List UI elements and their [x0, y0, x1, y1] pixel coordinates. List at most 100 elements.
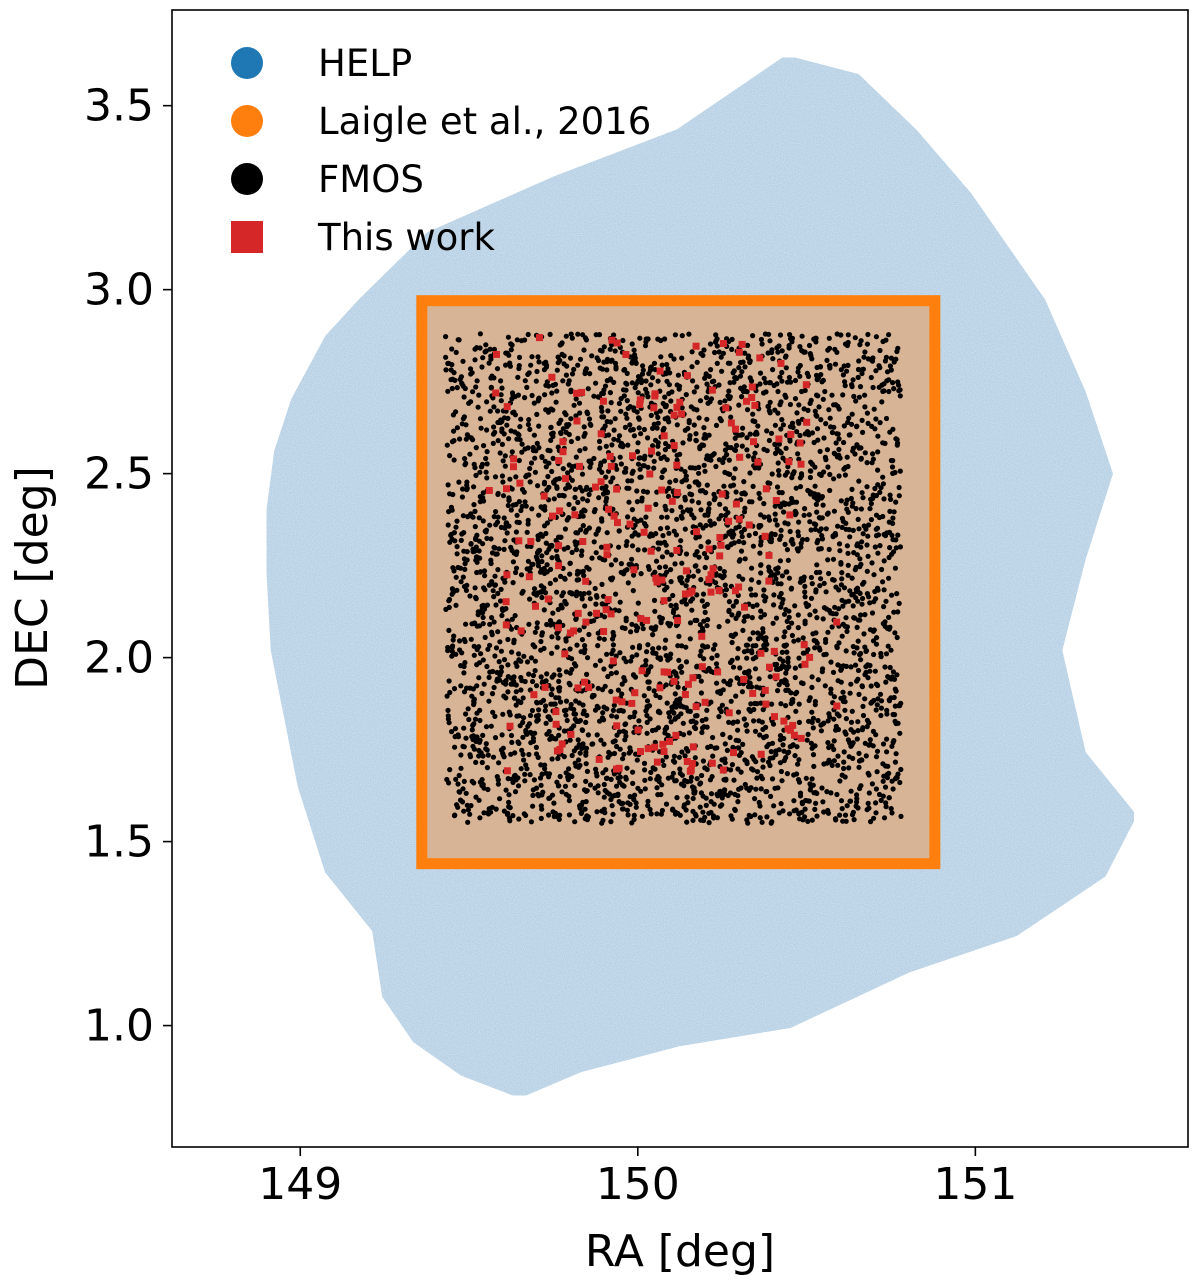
fmos-point: [508, 626, 515, 632]
fmos-point: [461, 725, 467, 731]
this-work-point: [705, 545, 713, 553]
fmos-point: [777, 558, 784, 564]
fmos-point: [673, 670, 679, 676]
fmos-point: [856, 526, 862, 532]
fmos-point: [683, 392, 689, 398]
this-work-point: [648, 447, 655, 455]
fmos-point: [867, 662, 873, 669]
this-work-point: [676, 398, 684, 406]
fmos-point: [870, 728, 877, 735]
fmos-point: [533, 378, 539, 384]
fmos-point: [791, 638, 797, 644]
fmos-point: [788, 586, 794, 592]
fmos-point: [803, 775, 809, 781]
fmos-point: [752, 592, 759, 598]
fmos-point: [622, 625, 628, 632]
fmos-point: [558, 602, 564, 608]
fmos-point: [874, 525, 881, 531]
fmos-point: [673, 477, 679, 484]
fmos-point: [571, 706, 577, 713]
fmos-point: [692, 617, 698, 624]
fmos-point: [611, 702, 617, 708]
fmos-point: [779, 778, 785, 784]
fmos-point: [470, 514, 476, 520]
fmos-point: [879, 382, 885, 388]
fmos-point: [497, 598, 504, 604]
fmos-point: [645, 679, 651, 685]
fmos-point: [534, 625, 540, 631]
fmos-point: [887, 664, 893, 671]
fmos-point: [666, 443, 672, 449]
fmos-point: [859, 370, 865, 377]
this-work-point: [756, 354, 764, 362]
this-work-point: [552, 720, 560, 728]
fmos-point: [584, 409, 590, 415]
fmos-point: [450, 589, 456, 595]
fmos-point: [629, 380, 635, 386]
fmos-point: [786, 624, 792, 631]
fmos-point: [831, 450, 837, 456]
fmos-point: [670, 609, 677, 616]
fmos-point: [683, 659, 690, 665]
fmos-point: [544, 562, 550, 568]
fmos-point: [864, 460, 870, 466]
fmos-point: [761, 735, 767, 741]
fmos-point: [881, 815, 888, 821]
fmos-point: [489, 615, 495, 621]
fmos-point: [524, 659, 531, 665]
fmos-point: [735, 799, 741, 805]
y-tick-label: 3.5: [84, 81, 154, 132]
fmos-point: [447, 689, 453, 696]
fmos-point: [640, 463, 646, 469]
fmos-point: [543, 530, 549, 537]
fmos-point: [789, 475, 795, 481]
this-work-point: [658, 576, 666, 584]
fmos-point: [491, 594, 497, 600]
fmos-point: [465, 514, 471, 520]
fmos-point: [884, 736, 890, 742]
fmos-point: [618, 408, 624, 414]
this-work-point: [748, 383, 756, 391]
fmos-point: [513, 569, 519, 576]
fmos-point: [775, 460, 781, 466]
fmos-point: [556, 678, 562, 685]
fmos-point: [452, 377, 458, 383]
fmos-point: [495, 408, 501, 414]
fmos-point: [659, 554, 666, 560]
fmos-point: [826, 335, 832, 341]
fmos-point: [445, 648, 451, 654]
this-work-point: [777, 359, 785, 367]
fmos-point: [789, 632, 796, 639]
this-work-point: [571, 511, 579, 519]
fmos-point: [579, 471, 586, 477]
fmos-point: [565, 470, 571, 476]
fmos-point: [509, 547, 515, 554]
fmos-point: [488, 809, 494, 815]
fmos-point: [824, 357, 830, 363]
fmos-point: [692, 563, 698, 569]
fmos-point: [569, 467, 575, 473]
fmos-point: [530, 731, 536, 737]
fmos-point: [576, 627, 583, 633]
fmos-point: [772, 517, 779, 523]
fmos-point: [711, 801, 717, 807]
fmos-point: [846, 754, 852, 760]
fmos-point: [747, 470, 753, 476]
this-work-point: [517, 627, 525, 635]
fmos-point: [662, 539, 668, 546]
fmos-point: [693, 535, 699, 541]
fmos-point: [737, 665, 743, 671]
fmos-point: [886, 614, 892, 621]
fmos-point: [600, 817, 606, 823]
fmos-point: [581, 573, 587, 579]
fmos-point: [557, 773, 563, 780]
fmos-point: [776, 441, 783, 447]
fmos-point: [506, 792, 512, 798]
fmos-point: [495, 491, 501, 497]
fmos-point: [500, 493, 507, 499]
fmos-point: [806, 798, 812, 804]
fmos-point: [666, 391, 672, 397]
fmos-point: [551, 479, 557, 485]
fmos-point: [565, 381, 571, 387]
fmos-point: [707, 518, 713, 524]
